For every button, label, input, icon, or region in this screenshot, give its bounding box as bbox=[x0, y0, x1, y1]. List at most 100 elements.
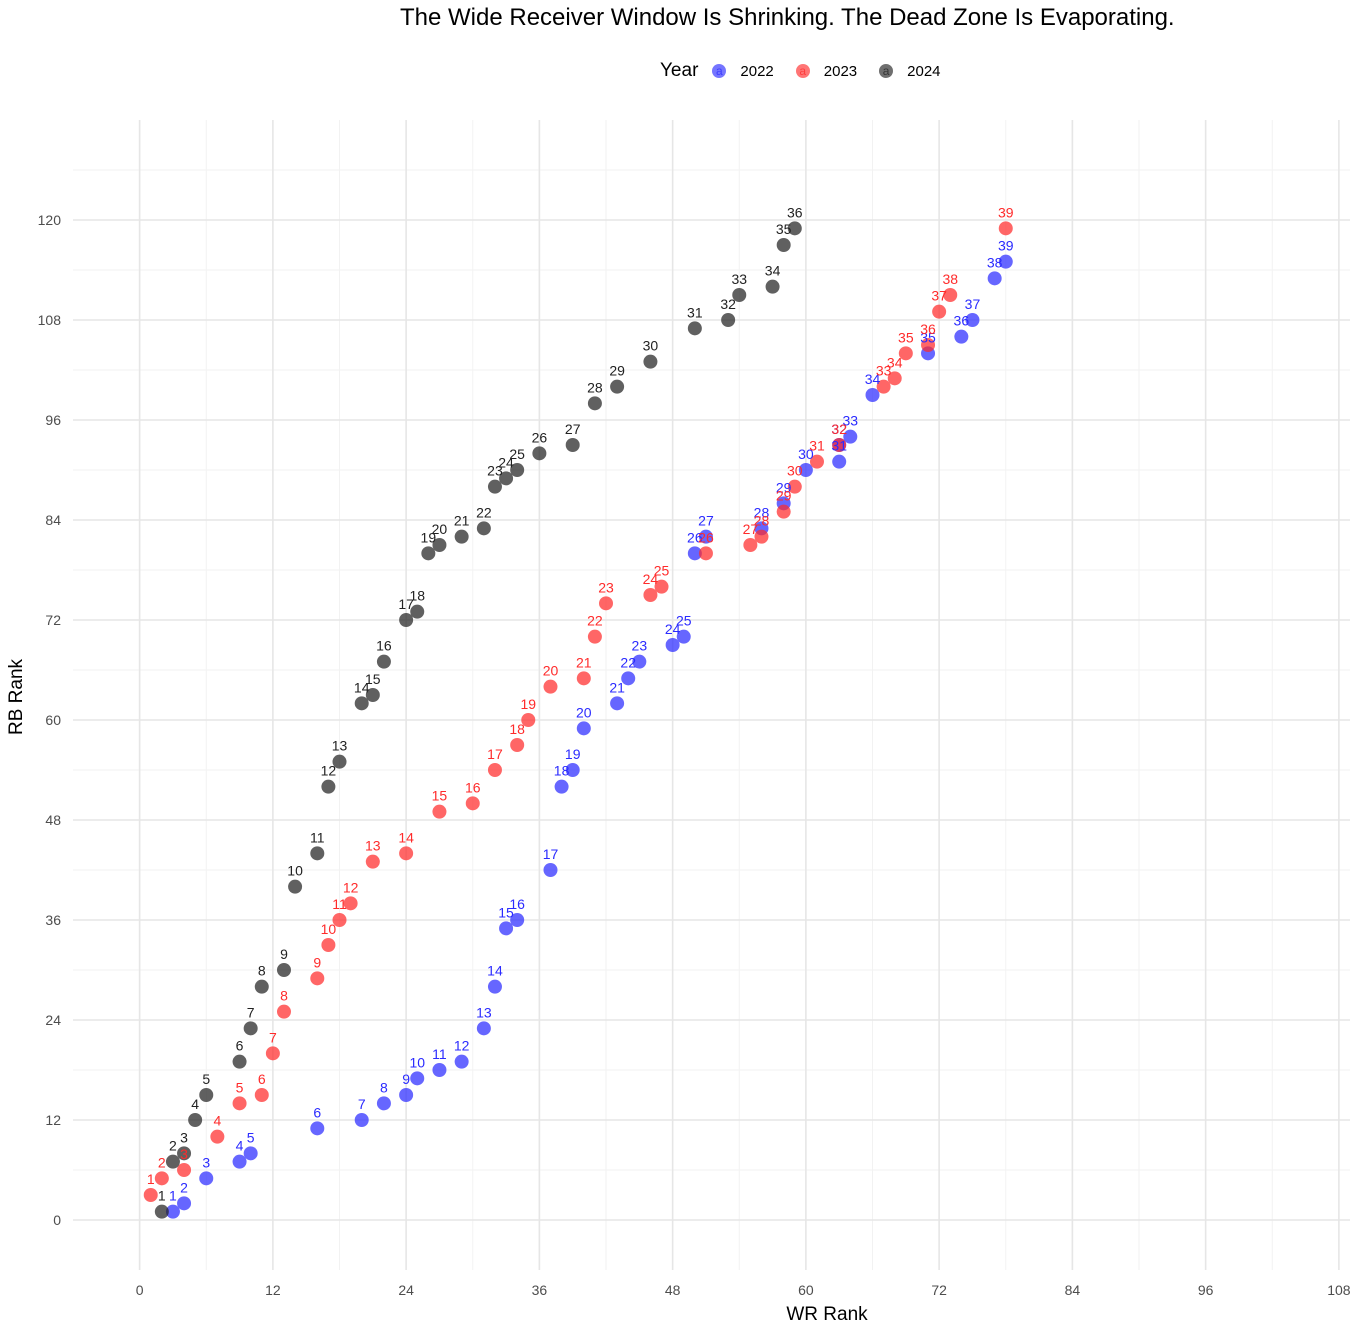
point-label-2022: 20 bbox=[576, 704, 592, 720]
point-2023 bbox=[521, 713, 536, 727]
point-2023 bbox=[265, 1046, 280, 1061]
point-label-2022: 1 bbox=[169, 1188, 177, 1204]
grid-lines bbox=[73, 120, 1350, 1270]
point-2022 bbox=[410, 1071, 425, 1086]
point-2022 bbox=[177, 1196, 192, 1211]
point-label-2024: 29 bbox=[609, 363, 625, 379]
point-label-2023: 2 bbox=[158, 1154, 166, 1170]
point-2022 bbox=[243, 1146, 258, 1161]
point-2022 bbox=[499, 921, 514, 936]
point-label-2022: 12 bbox=[454, 1038, 470, 1054]
legend-item-2023: a 2023 bbox=[794, 62, 857, 80]
x-tick-label: 84 bbox=[1065, 1282, 1081, 1298]
point-label-2022: 34 bbox=[865, 371, 881, 387]
point-label-2024: 35 bbox=[776, 221, 792, 237]
point-2022 bbox=[798, 463, 813, 477]
point-2023 bbox=[932, 304, 947, 319]
point-labels: 1234567891011121314151617181920212223242… bbox=[147, 204, 1014, 1203]
point-2024 bbox=[643, 354, 658, 369]
y-tick-label: 60 bbox=[45, 712, 61, 728]
point-label-2023: 39 bbox=[998, 204, 1014, 220]
point-label-2022: 24 bbox=[665, 621, 681, 637]
y-tick-label: 120 bbox=[38, 212, 62, 228]
point-2022 bbox=[865, 388, 880, 402]
point-label-2023: 36 bbox=[920, 321, 936, 337]
point-2022 bbox=[554, 779, 569, 794]
point-2024 bbox=[199, 1088, 214, 1102]
point-2023 bbox=[254, 1088, 269, 1102]
point-2023 bbox=[787, 479, 802, 494]
point-label-2022: 16 bbox=[509, 896, 525, 912]
point-label-2023: 31 bbox=[809, 438, 825, 454]
point-label-2024: 25 bbox=[509, 446, 525, 462]
point-label-2022: 14 bbox=[487, 963, 503, 979]
point-2023 bbox=[698, 546, 713, 561]
point-label-2024: 15 bbox=[365, 671, 381, 687]
point-label-2022: 3 bbox=[202, 1154, 210, 1170]
point-2023 bbox=[510, 738, 525, 752]
point-label-2024: 36 bbox=[787, 204, 803, 220]
point-2023 bbox=[332, 913, 347, 927]
legend-key-2024: a bbox=[877, 62, 895, 80]
point-2024 bbox=[332, 754, 347, 769]
point-2023 bbox=[154, 1171, 169, 1186]
point-2024 bbox=[587, 396, 602, 411]
point-2023 bbox=[432, 804, 447, 819]
point-label-2023: 7 bbox=[269, 1029, 277, 1045]
point-label-2024: 21 bbox=[454, 513, 470, 529]
x-axis-title: WR Rank bbox=[786, 1304, 868, 1325]
point-2023 bbox=[310, 971, 325, 986]
point-2022 bbox=[476, 1021, 491, 1036]
point-2024 bbox=[376, 654, 391, 669]
y-tick-label: 96 bbox=[45, 412, 61, 428]
point-label-2022: 15 bbox=[498, 904, 514, 920]
legend-glyph-2023: a bbox=[799, 64, 807, 78]
point-label-2023: 18 bbox=[509, 721, 525, 737]
point-2024 bbox=[154, 1204, 169, 1219]
point-label-2022: 29 bbox=[776, 479, 792, 495]
point-2024 bbox=[476, 521, 491, 536]
point-label-2023: 28 bbox=[754, 513, 770, 529]
point-label-2024: 34 bbox=[765, 263, 781, 279]
point-2023 bbox=[321, 938, 336, 952]
point-label-2024: 2 bbox=[169, 1138, 177, 1154]
point-2024 bbox=[532, 446, 547, 461]
point-label-2023: 22 bbox=[587, 613, 603, 629]
point-label-2022: 25 bbox=[676, 613, 692, 629]
chart-title: The Wide Receiver Window Is Shrinking. T… bbox=[400, 4, 1175, 31]
point-2022 bbox=[565, 763, 580, 777]
point-label-2024: 1 bbox=[158, 1188, 166, 1204]
point-2023 bbox=[210, 1129, 225, 1144]
point-label-2023: 1 bbox=[147, 1171, 155, 1187]
y-tick-label: 24 bbox=[45, 1012, 61, 1028]
point-label-2022: 27 bbox=[698, 513, 714, 529]
axis-ticks: 0 12 24 36 48 60 72 84 96 10801224364860728496108… bbox=[38, 212, 1351, 1298]
point-label-2022: 11 bbox=[432, 1046, 447, 1062]
legend-item-2022: a 2022 bbox=[710, 62, 774, 80]
point-label-2023: 11 bbox=[332, 896, 347, 912]
point-2024 bbox=[776, 238, 791, 252]
y-tick-label: 0 bbox=[53, 1212, 61, 1228]
point-2023 bbox=[809, 454, 824, 469]
point-label-2022: 4 bbox=[236, 1138, 244, 1154]
point-2023 bbox=[654, 579, 669, 594]
point-2024 bbox=[321, 779, 336, 794]
point-2024 bbox=[310, 846, 325, 861]
point-label-2023: 21 bbox=[576, 654, 592, 670]
legend-dot-2022 bbox=[712, 64, 727, 78]
point-label-2022: 33 bbox=[843, 413, 859, 429]
point-label-2022: 17 bbox=[543, 846, 559, 862]
point-label-2022: 38 bbox=[987, 254, 1003, 270]
point-2022 bbox=[610, 696, 625, 711]
point-label-2024: 18 bbox=[409, 588, 425, 604]
point-label-2024: 22 bbox=[476, 504, 492, 520]
point-2022 bbox=[665, 638, 680, 652]
point-label-2023: 38 bbox=[942, 271, 958, 287]
point-2024 bbox=[510, 463, 525, 477]
point-label-2022: 19 bbox=[565, 746, 581, 762]
point-2024 bbox=[454, 529, 469, 544]
point-2023 bbox=[599, 596, 614, 611]
point-label-2024: 24 bbox=[498, 454, 514, 470]
point-2023 bbox=[898, 346, 913, 361]
point-2023 bbox=[998, 221, 1013, 236]
